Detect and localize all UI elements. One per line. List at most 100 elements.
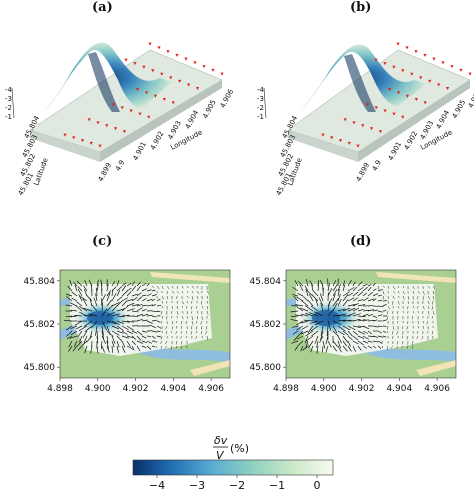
velocity-arrow	[315, 298, 319, 307]
velocity-arrow	[70, 309, 78, 312]
velocity-arrow	[111, 320, 120, 325]
x-tick-label: 4.900	[311, 384, 337, 394]
stations-a	[63, 42, 224, 148]
station-marker	[147, 115, 151, 119]
velocity-arrow	[372, 335, 379, 338]
velocity-arrow	[111, 335, 116, 344]
velocity-arrow	[382, 335, 387, 338]
x-tick-label: 4.904	[160, 384, 186, 394]
velocity-arrow	[377, 330, 382, 334]
station-marker	[437, 83, 441, 87]
station-marker	[142, 65, 146, 69]
velocity-arrow	[297, 280, 304, 287]
station-marker	[166, 50, 170, 54]
station-marker	[124, 58, 128, 62]
velocity-arrow	[382, 345, 384, 349]
velocity-arrow	[322, 345, 324, 353]
velocity-arrow	[121, 290, 129, 297]
velocity-arrow	[181, 285, 184, 289]
longitude-tick-label: 4.906	[219, 88, 236, 110]
velocity-arrow	[191, 300, 193, 304]
velocity-arrow	[73, 314, 83, 317]
velocity-arrow	[77, 286, 83, 292]
velocity-arrow	[101, 320, 108, 331]
velocity-arrow	[305, 312, 314, 317]
station-marker	[184, 57, 188, 61]
velocity-arrow	[332, 284, 338, 292]
velocity-arrow	[101, 335, 107, 344]
velocity-arrow	[171, 320, 174, 325]
velocity-arrow	[305, 335, 314, 342]
velocity-arrow	[342, 307, 351, 312]
colorbar-tick-label: −3	[189, 479, 205, 492]
velocity-arrow	[88, 313, 98, 317]
velocity-arrow	[126, 330, 134, 334]
velocity-arrow	[136, 335, 142, 341]
station-marker	[450, 65, 454, 69]
station-marker	[388, 88, 392, 91]
velocity-arrow	[367, 345, 373, 349]
station-marker	[211, 68, 215, 72]
surface-side-face	[358, 80, 470, 162]
z-tick-label: -4	[257, 86, 265, 94]
velocity-arrow	[171, 310, 173, 315]
velocity-arrow	[69, 335, 78, 339]
station-marker	[423, 53, 427, 57]
station-marker	[80, 139, 85, 143]
velocity-arrow	[66, 330, 73, 337]
arrow-field-c	[63, 279, 210, 354]
station-marker	[98, 144, 102, 148]
velocity-arrow	[332, 280, 337, 287]
velocity-arrow	[387, 285, 389, 289]
velocity-arrow	[432, 285, 435, 289]
velocity-arrow	[372, 325, 379, 328]
velocity-arrow	[293, 335, 299, 342]
velocity-arrow	[141, 308, 147, 312]
velocity-arrow	[205, 330, 208, 335]
velocity-arrow	[347, 307, 356, 312]
velocity-arrow	[136, 292, 142, 297]
velocity-arrow	[106, 340, 109, 350]
velocity-arrow	[304, 285, 309, 292]
velocity-arrow	[377, 289, 383, 292]
velocity-arrow	[357, 291, 364, 297]
velocity-arrow	[161, 300, 164, 304]
velocity-arrow	[342, 291, 350, 297]
longitude-tick-label: 4.902	[149, 130, 165, 151]
velocity-arrow	[332, 298, 339, 307]
velocity-arrow	[151, 285, 155, 288]
velocity-arrow	[342, 325, 351, 331]
velocity-arrow	[131, 330, 138, 334]
velocity-arrow	[155, 345, 158, 349]
velocity-arrow	[156, 325, 162, 329]
velocity-arrow	[161, 295, 164, 300]
velocity-arrow	[151, 310, 158, 313]
velocity-arrow	[181, 315, 184, 320]
velocity-arrow	[195, 320, 198, 324]
velocity-arrow	[357, 309, 364, 312]
velocity-arrow	[401, 345, 404, 349]
station-marker	[419, 76, 423, 80]
velocity-arrow	[106, 304, 114, 312]
station-marker	[162, 98, 166, 102]
velocity-arrow	[73, 340, 78, 348]
velocity-arrow	[300, 313, 309, 317]
velocity-arrow	[347, 312, 356, 317]
station-marker	[410, 72, 414, 76]
velocity-arrow	[390, 345, 394, 349]
velocity-arrow	[387, 325, 389, 330]
velocity-arrow	[357, 315, 366, 318]
velocity-arrow	[96, 335, 99, 344]
velocity-arrow	[377, 314, 383, 317]
velocity-arrow	[151, 315, 157, 318]
velocity-arrow	[68, 345, 73, 352]
velocity-arrow	[347, 325, 356, 331]
velocity-arrow	[73, 281, 78, 287]
velocity-arrow	[75, 305, 83, 312]
station-marker	[202, 65, 206, 69]
velocity-arrow	[126, 298, 134, 302]
station-marker	[370, 127, 374, 131]
velocity-arrow	[327, 283, 330, 292]
velocity-arrow	[367, 284, 372, 287]
